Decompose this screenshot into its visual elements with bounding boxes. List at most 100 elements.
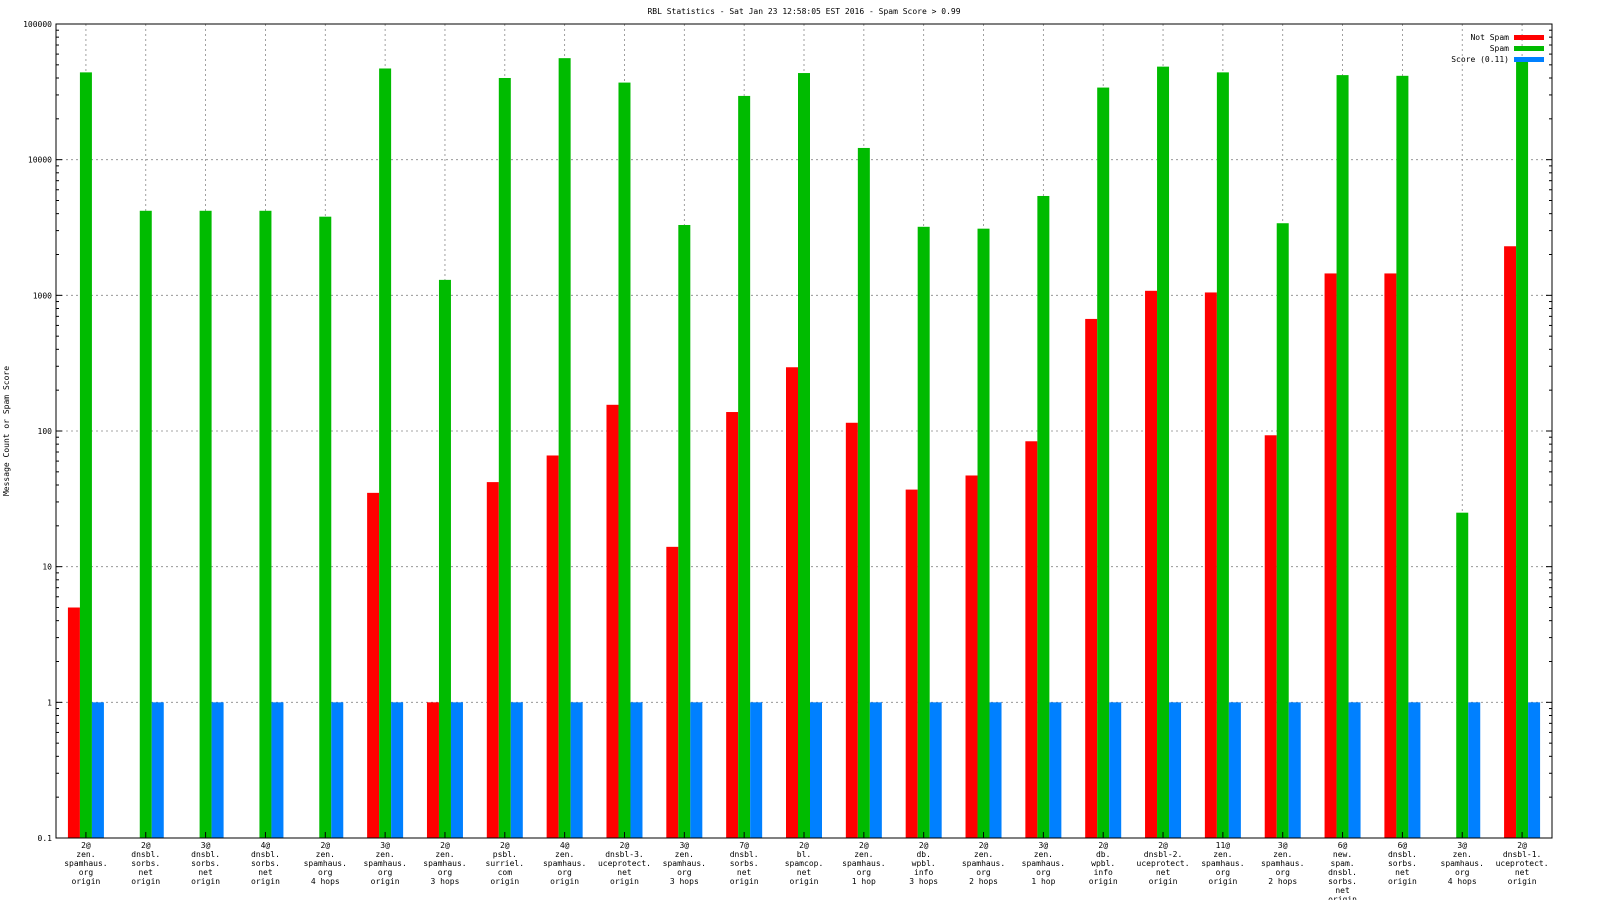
bar-score-0-11 (750, 702, 763, 838)
x-tick-label-line: 3 hops (909, 877, 938, 886)
bar-not-spam (606, 404, 619, 838)
legend-swatch (1514, 35, 1544, 40)
bar-not-spam (1204, 292, 1217, 839)
bar-not-spam (367, 492, 380, 838)
bar-score-0-11 (1228, 702, 1241, 838)
x-tick-label-line: db. (1096, 850, 1110, 859)
x-tick-label-line: spamhaus. (663, 859, 706, 868)
x-tick-label-line: sorbs. (251, 859, 280, 868)
x-tick-label-line: origin (1388, 877, 1417, 886)
bar-spam (1336, 75, 1349, 839)
x-tick-label: 2@ dnsbl-3. uceprotect. net origin (598, 841, 651, 886)
bar-spam (438, 279, 451, 839)
x-tick-label: 11@ zen. spamhaus. org origin (1201, 841, 1244, 886)
x-tick-label-line: zen. (675, 850, 694, 859)
bar-not-spam (486, 482, 499, 838)
x-tick-label-line: 11@ (1216, 841, 1231, 850)
bar-score-0-11 (810, 702, 822, 838)
x-tick-label-line: uceprotect. (1137, 859, 1190, 868)
x-tick-label-line: db. (916, 850, 930, 859)
x-tick-label-line: net (617, 868, 632, 877)
bar-not-spam (1085, 318, 1098, 838)
x-tick-label-line: 3@ (1457, 841, 1467, 850)
x-tick-label: 4@ zen. spamhaus. org origin (543, 841, 586, 886)
x-tick-label-line: origin (610, 877, 639, 886)
y-tick-label: 1 (47, 698, 52, 707)
bar-not-spam (67, 607, 80, 838)
x-tick-label-line: org (438, 868, 453, 877)
x-tick-label-line: zen. (1273, 850, 1292, 859)
x-tick-label-line: org (318, 868, 333, 877)
bars-layer (67, 58, 1541, 839)
x-tick-label-line: 2@ (919, 841, 929, 850)
x-tick-label: 2@ zen. spamhaus. org origin (64, 841, 107, 886)
x-tick-label: 6@ dnsbl. sorbs. net origin (1388, 841, 1417, 886)
x-tick-label: 6@ new. spam. dnsbl. sorbs. net origin (1328, 841, 1357, 900)
bar-not-spam (426, 702, 439, 838)
x-tick-label-line: spamhaus. (304, 859, 347, 868)
x-tick-label-line: 3@ (380, 841, 390, 850)
bar-spam (618, 82, 631, 839)
x-tick-label: 2@ zen. spamhaus. org 2 hops (962, 841, 1005, 886)
bar-score-0-11 (391, 702, 404, 838)
bar-not-spam (1264, 435, 1277, 838)
x-tick-label-line: zen. (76, 850, 95, 859)
bar-spam (738, 95, 751, 838)
x-tick-label-line: origin (1208, 877, 1237, 886)
x-tick-label-line: 1 hop (1031, 877, 1055, 886)
bar-spam (379, 68, 392, 838)
y-tick-label: 0.1 (38, 834, 53, 843)
bar-not-spam (1504, 246, 1517, 839)
x-tick-label-line: net (1515, 868, 1530, 877)
x-tick-label-line: com (498, 868, 513, 877)
bar-spam (678, 224, 691, 838)
x-tick-label-line: 2@ (81, 841, 91, 850)
x-tick-label: 7@ dnsbl. sorbs. net origin (730, 841, 759, 886)
x-tick-label-line: 4 hops (1448, 877, 1477, 886)
x-tick-label-line: net (737, 868, 752, 877)
x-tick-label: 2@ zen. spamhaus. org 1 hop (842, 841, 885, 886)
x-tick-label-line: 2@ (979, 841, 989, 850)
legend-label: Not Spam (1470, 33, 1509, 42)
legend-swatch (1514, 57, 1544, 62)
x-tick-label-line: 2 hops (1268, 877, 1297, 886)
x-tick-label-line: origin (1089, 877, 1118, 886)
x-tick-label-line: zen. (1453, 850, 1472, 859)
x-tick-label-line: bl. (797, 850, 811, 859)
x-tick-label-line: origin (490, 877, 519, 886)
x-tick-label: 2@ psbl. surriel. com origin (486, 841, 525, 886)
x-tick-label-line: dnsbl-1. (1503, 850, 1542, 859)
bar-score-0-11 (331, 702, 344, 838)
x-tick-label-line: zen. (974, 850, 993, 859)
y-tick-label: 100000 (23, 20, 52, 29)
x-tick-label-line: org (1036, 868, 1051, 877)
x-tick-label-line: 2@ (320, 841, 330, 850)
bar-score-0-11 (869, 702, 882, 838)
x-tick-label-line: spamhaus. (543, 859, 586, 868)
bar-score-0-11 (1528, 702, 1541, 838)
bar-score-0-11 (211, 702, 224, 838)
bar-spam (1157, 66, 1170, 838)
bar-not-spam (546, 455, 559, 838)
x-tick-label: 2@ zen. spamhaus. org 4 hops (304, 841, 347, 886)
x-tick-label: 2@ dnsbl-1. uceprotect. net origin (1496, 841, 1549, 886)
bar-spam (498, 77, 511, 839)
x-tick-label-line: dnsbl-3. (605, 850, 644, 859)
x-tick-label-line: net (1335, 886, 1350, 895)
x-tick-label-line: spamhaus. (363, 859, 406, 868)
x-tick-label-line: zen. (1213, 850, 1232, 859)
x-tick-label: 2@ zen. spamhaus. org 3 hops (423, 841, 466, 886)
x-tick-label-line: spamhaus. (1201, 859, 1244, 868)
x-tick-label-line: dnsbl. (730, 850, 759, 859)
x-tick-label: 2@ dnsbl-2. uceprotect. net origin (1137, 841, 1190, 886)
x-tick-label-line: spamhaus. (962, 859, 1005, 868)
x-tick-label-line: 2@ (799, 841, 809, 850)
x-tick-label-line: sorbs. (191, 859, 220, 868)
bar-score-0-11 (450, 702, 463, 838)
x-tick-label-line: zen. (854, 850, 873, 859)
x-tick-label-line: org (857, 868, 872, 877)
bar-score-0-11 (1169, 702, 1182, 838)
x-tick-label-line: 3@ (1278, 841, 1288, 850)
x-tick-label: 3@ dnsbl. sorbs. net origin (191, 841, 220, 886)
